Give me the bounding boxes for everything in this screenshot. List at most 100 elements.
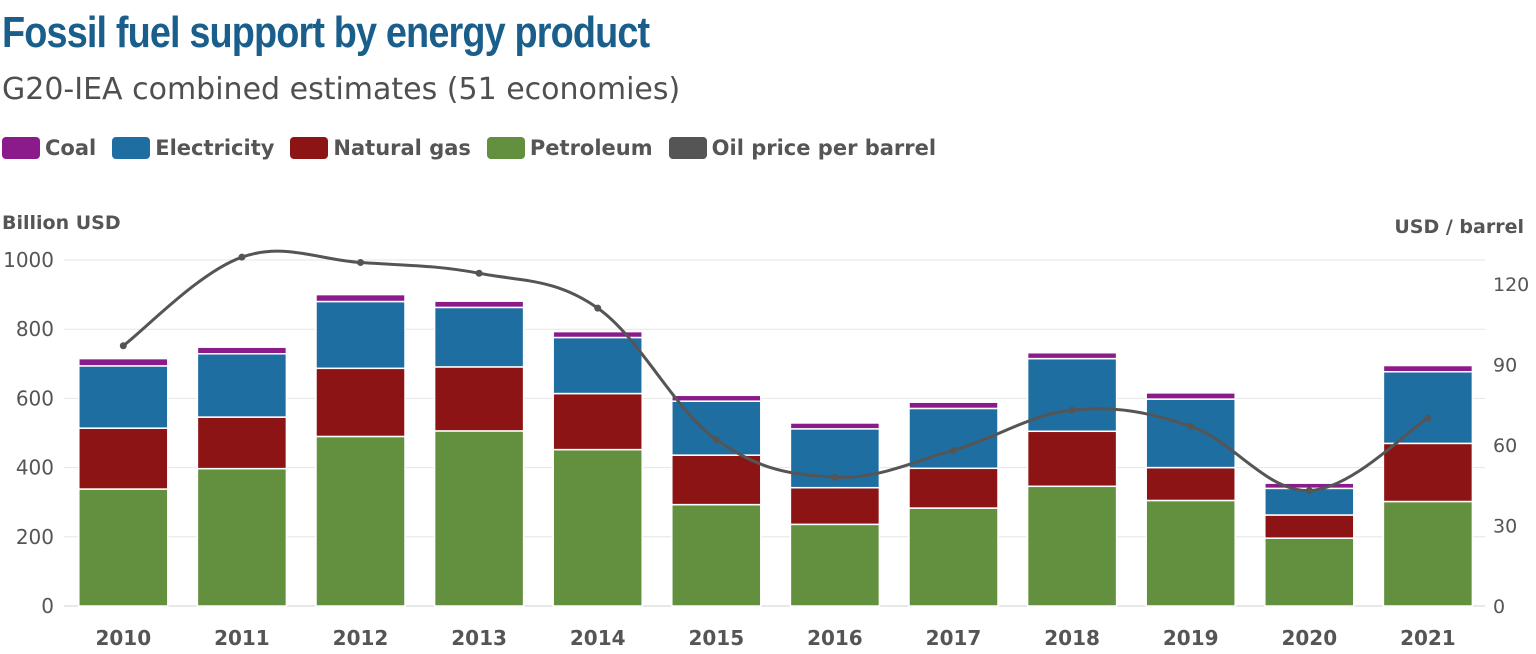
y-tick-label-200: 200 — [16, 525, 54, 549]
y2-axis-title: USD / barrel — [1394, 216, 1524, 238]
y-tick-label-1000: 1000 — [3, 248, 54, 272]
bar-natural-gas-2015 — [671, 454, 762, 506]
legend-swatch-petroleum — [486, 137, 525, 159]
bar-petroleum-2020 — [1264, 537, 1355, 607]
bar-natural-gas-2011 — [196, 416, 288, 470]
x-tick-label-2016: 2016 — [807, 626, 863, 650]
y-tick-label-800: 800 — [16, 317, 54, 341]
bar-coal-2016 — [789, 422, 881, 430]
bar-petroleum-2015 — [671, 503, 762, 607]
bar-electricity-2014 — [552, 336, 643, 395]
x-tick-label-2018: 2018 — [1044, 626, 1100, 650]
bar-natural-gas-2020 — [1264, 514, 1355, 539]
x-tick-label-2015: 2015 — [688, 626, 744, 650]
bar-petroleum-2010 — [78, 488, 169, 607]
legend-label-petroleum: Petroleum — [529, 136, 653, 160]
bar-petroleum-2017 — [908, 507, 999, 607]
oil-price-point-2014 — [594, 304, 602, 312]
bar-petroleum-2013 — [433, 430, 525, 607]
legend-item-electricity[interactable]: Electricity — [112, 136, 274, 160]
bar-natural-gas-2012 — [315, 367, 406, 438]
oil-price-point-2013 — [475, 269, 483, 277]
bar-coal-2011 — [196, 346, 288, 355]
oil-price-point-2011 — [238, 253, 246, 261]
x-tick-label-2010: 2010 — [95, 626, 151, 650]
x-tick-label-2020: 2020 — [1281, 626, 1337, 650]
bar-coal-2021 — [1382, 364, 1474, 373]
legend-item-oil-price[interactable]: Oil price per barrel — [668, 136, 937, 160]
chart-title: Fossil fuel support by energy product — [2, 8, 650, 57]
bar-petroleum-2018 — [1026, 485, 1118, 607]
y-tick-label-0: 0 — [41, 594, 54, 618]
bar-electricity-2019 — [1145, 398, 1236, 469]
oil-price-point-2019 — [1187, 422, 1195, 430]
x-tick-label-2019: 2019 — [1163, 626, 1219, 650]
bar-coal-2015 — [671, 394, 762, 402]
bar-coal-2014 — [552, 330, 643, 339]
legend-label-oil-price: Oil price per barrel — [711, 136, 937, 160]
bar-natural-gas-2018 — [1026, 430, 1118, 488]
legend-label-coal: Coal — [45, 136, 97, 160]
y2-tick-label-30: 30 — [1493, 516, 1517, 538]
legend-label-natural-gas: Natural gas — [333, 136, 471, 160]
y-tick-label-400: 400 — [16, 456, 54, 480]
bar-coal-2018 — [1026, 351, 1118, 360]
y2-tick-label-90: 90 — [1493, 355, 1517, 377]
y2-tick-label-120: 120 — [1493, 274, 1529, 296]
oil-price-point-2015 — [712, 436, 720, 444]
x-tick-label-2013: 2013 — [451, 626, 507, 650]
x-tick-label-2017: 2017 — [926, 626, 982, 650]
bar-natural-gas-2010 — [78, 427, 169, 490]
bar-coal-2010 — [78, 357, 169, 367]
bar-petroleum-2021 — [1382, 500, 1474, 607]
y-tick-label-600: 600 — [16, 386, 54, 410]
oil-price-point-2016 — [831, 473, 839, 481]
bar-electricity-2010 — [78, 365, 169, 429]
bar-electricity-2011 — [196, 353, 288, 418]
legend-item-natural-gas[interactable]: Natural gas — [290, 136, 471, 160]
legend-swatch-natural-gas — [290, 137, 329, 159]
bar-coal-2012 — [315, 293, 406, 303]
legend-swatch-coal — [2, 137, 40, 159]
oil-price-point-2012 — [357, 259, 364, 267]
bar-petroleum-2012 — [315, 435, 406, 607]
chart-subtitle: G20-IEA combined estimates (51 economies… — [2, 72, 681, 107]
legend: Coal Electricity Natural gas Petroleum O… — [2, 136, 952, 160]
legend-item-petroleum[interactable]: Petroleum — [486, 136, 653, 160]
bar-electricity-2013 — [433, 306, 525, 368]
oil-price-point-2010 — [119, 342, 127, 350]
oil-price-line — [122, 249, 1429, 493]
bar-coal-2017 — [908, 401, 999, 410]
bar-electricity-2018 — [1026, 357, 1118, 433]
bar-electricity-2012 — [315, 300, 406, 370]
y2-tick-label-0: 0 — [1493, 596, 1505, 618]
oil-price-point-2021 — [1424, 414, 1432, 422]
legend-swatch-electricity — [112, 137, 151, 159]
oil-price-point-2017 — [950, 446, 957, 454]
x-tick-label-2014: 2014 — [570, 626, 626, 650]
bar-natural-gas-2021 — [1382, 442, 1474, 503]
x-tick-label-2011: 2011 — [214, 626, 270, 650]
bar-petroleum-2014 — [552, 448, 643, 607]
bar-petroleum-2011 — [196, 467, 288, 607]
bar-natural-gas-2013 — [433, 366, 525, 432]
bar-natural-gas-2017 — [908, 467, 999, 509]
y-axis-title: Billion USD — [2, 212, 121, 234]
bar-natural-gas-2016 — [789, 486, 881, 526]
legend-swatch-oil-price — [668, 137, 707, 159]
bar-coal-2013 — [433, 300, 525, 309]
bar-natural-gas-2014 — [552, 392, 643, 451]
bar-petroleum-2016 — [789, 523, 881, 607]
bar-electricity-2021 — [1382, 371, 1474, 445]
legend-label-electricity: Electricity — [155, 136, 275, 160]
oil-price-point-2020 — [1305, 487, 1313, 495]
bar-natural-gas-2019 — [1145, 466, 1236, 502]
bar-coal-2019 — [1145, 392, 1236, 400]
x-tick-label-2012: 2012 — [333, 626, 389, 650]
x-tick-label-2021: 2021 — [1400, 626, 1456, 650]
legend-item-coal[interactable]: Coal — [2, 136, 96, 160]
oil-price-point-2018 — [1068, 406, 1076, 414]
y2-tick-label-60: 60 — [1493, 435, 1517, 457]
bar-petroleum-2019 — [1145, 499, 1236, 607]
